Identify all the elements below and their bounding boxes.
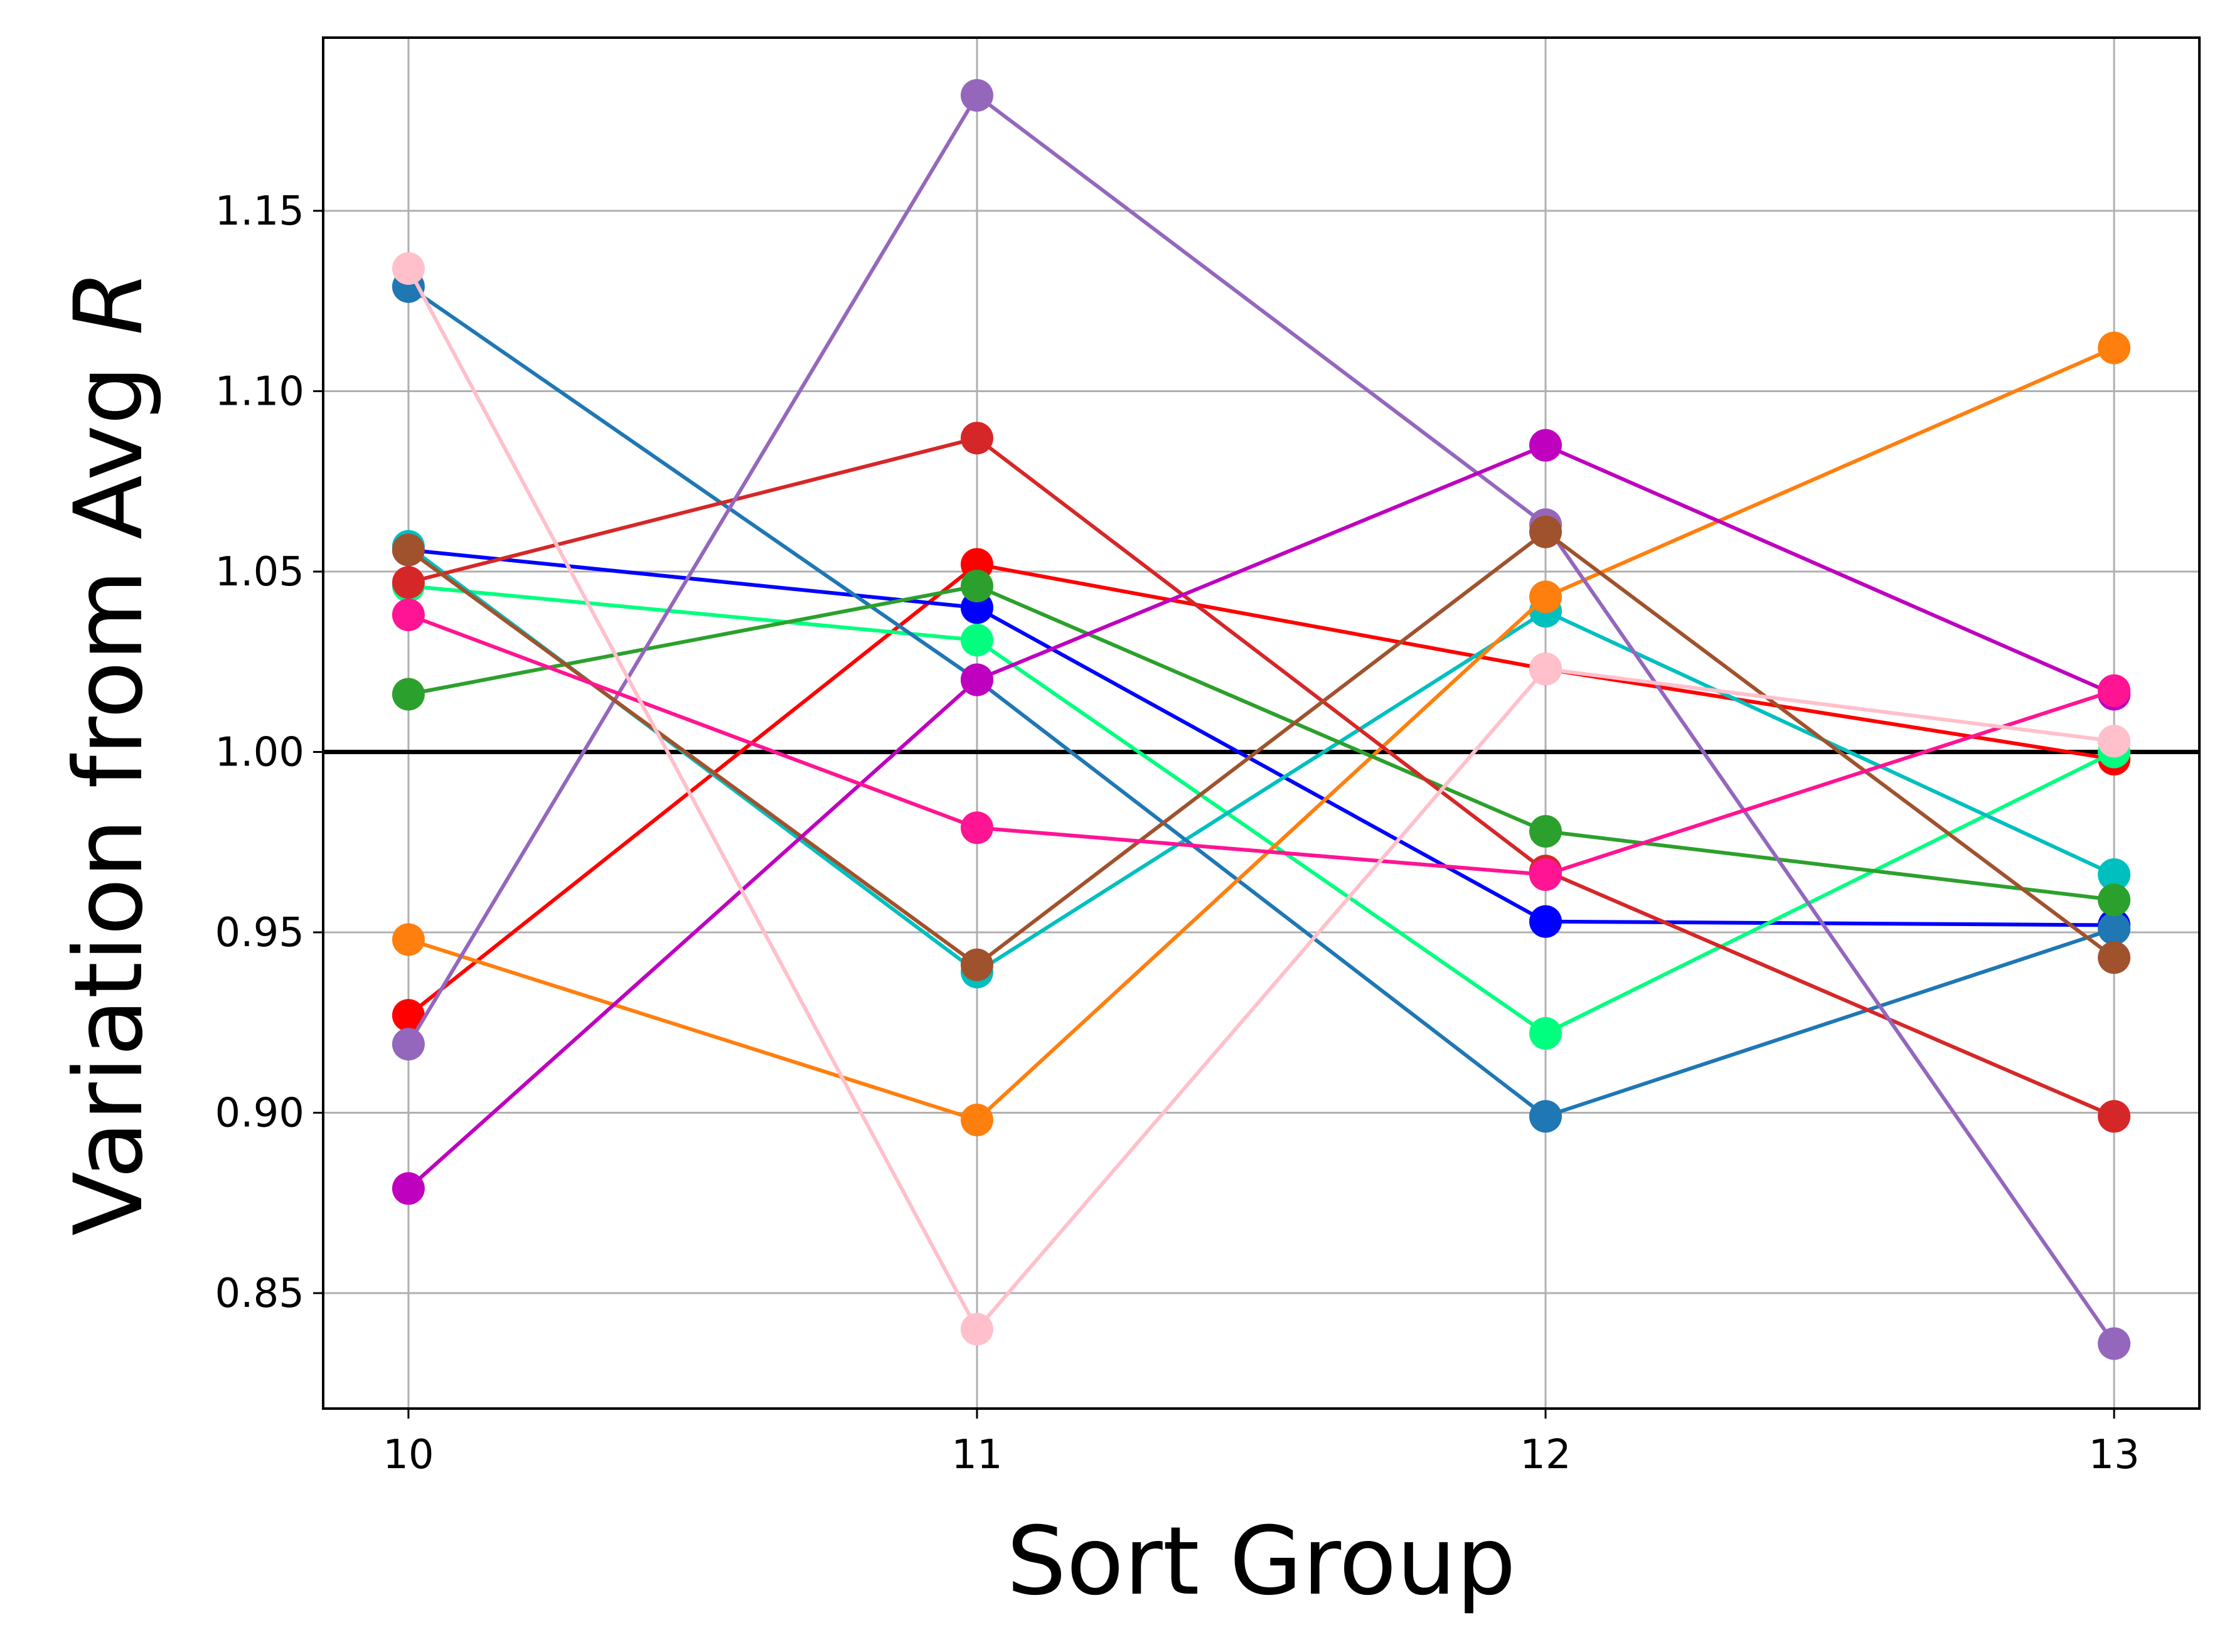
data-point — [960, 948, 993, 981]
data-point — [392, 599, 425, 631]
data-point — [1529, 1100, 1562, 1133]
data-point — [960, 570, 993, 602]
tick-layer: 10 11 12 13 0.85 0.90 0.95 1.00 1.05 1.10 1.15 — [215, 188, 2140, 1478]
series-13 — [392, 252, 2131, 1346]
series-line — [407, 562, 2115, 1017]
data-point — [1529, 653, 1562, 686]
y-tick-label: 0.95 — [215, 910, 305, 956]
series-line — [407, 93, 2116, 1345]
y-axis-title: Variation from Avg R — [55, 270, 164, 1236]
data-point — [960, 422, 993, 455]
data-point — [392, 1028, 425, 1061]
data-point — [2098, 1100, 2131, 1133]
data-point — [392, 1172, 425, 1205]
series-line — [407, 267, 2115, 1331]
series-line — [407, 530, 2115, 967]
data-point — [1529, 580, 1562, 614]
y-tick-label: 1.10 — [215, 369, 305, 415]
data-point — [2098, 941, 2131, 974]
x-tick-label: 13 — [2088, 1432, 2139, 1478]
data-point — [960, 624, 993, 657]
data-point — [960, 1104, 993, 1136]
series-line — [408, 584, 2115, 1035]
y-axis-title-variable: R — [55, 270, 164, 335]
data-point — [960, 663, 993, 696]
x-tick-label: 12 — [1520, 1432, 1571, 1478]
y-tick-label: 1.15 — [215, 188, 305, 235]
data-point — [960, 811, 993, 845]
data-point — [1529, 858, 1562, 891]
series-line — [408, 346, 2115, 1122]
data-point — [2098, 858, 2131, 891]
data-point — [392, 999, 425, 1032]
data-point — [392, 252, 425, 285]
data-point — [2098, 912, 2131, 946]
series-layer — [392, 79, 2131, 1360]
series-12 — [392, 599, 2131, 891]
x-tick-label: 11 — [951, 1432, 1002, 1478]
data-point — [1529, 515, 1562, 548]
series-line — [408, 584, 2115, 902]
plot-frame — [322, 36, 2201, 1410]
x-axis-title: Sort Group — [1007, 1507, 1516, 1616]
x-tick-label: 10 — [383, 1432, 434, 1478]
y-tick-label: 0.90 — [215, 1090, 305, 1137]
data-point — [2098, 725, 2131, 758]
y-tick-label: 1.00 — [215, 730, 305, 776]
data-point — [960, 79, 993, 112]
series-7 — [392, 570, 2131, 917]
data-point — [392, 566, 425, 599]
data-point — [1529, 1017, 1562, 1050]
data-point — [2098, 331, 2131, 365]
data-point — [1529, 815, 1562, 848]
grid-lines — [323, 38, 2199, 1409]
data-point — [1529, 429, 1562, 462]
y-tick-label: 0.85 — [215, 1271, 305, 1317]
data-point — [2098, 883, 2131, 917]
data-point — [392, 923, 425, 956]
series-line — [407, 285, 2115, 1119]
series-line — [407, 443, 2115, 1190]
y-axis-title-text: Variation from Avg — [55, 335, 164, 1235]
series-line — [408, 436, 2115, 1119]
y-tick-label: 1.05 — [215, 549, 305, 595]
data-point — [960, 1313, 993, 1346]
data-point — [2098, 674, 2131, 707]
series-line — [408, 548, 2115, 927]
data-point — [2098, 1327, 2131, 1360]
series-6 — [392, 331, 2131, 1136]
series-10 — [392, 515, 2131, 981]
data-point — [392, 533, 425, 567]
data-point — [392, 678, 425, 711]
series-line — [407, 613, 2115, 877]
data-point — [1529, 905, 1562, 938]
